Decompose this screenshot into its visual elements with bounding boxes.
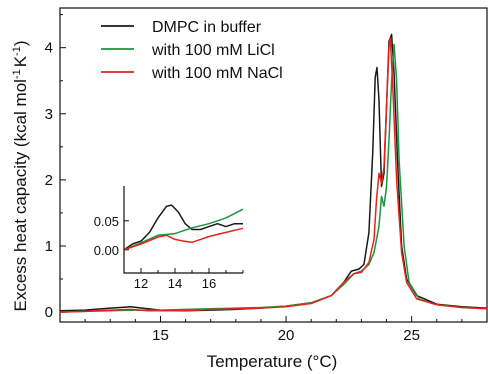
y-axis-label-sup2: -1 (11, 46, 23, 56)
inset-series-line-1 (123, 204, 243, 251)
x-axis-label: Temperature (°C) (207, 352, 338, 371)
y-tick-label: 4 (45, 40, 53, 57)
y-axis-label-main: Excess heat capacity (kcal mol (11, 79, 30, 311)
legend-label-1: DMPC in buffer (152, 19, 262, 36)
inset-axis-ticks: 12 14 16 0.00 0.05 (94, 214, 244, 291)
y-tick-label: 3 (45, 106, 53, 123)
x-tick-label: 20 (278, 327, 295, 344)
series-line-3 (59, 36, 488, 313)
y-axis-label-sup1: -1 (11, 69, 23, 79)
legend: DMPC in buffer with 100 mM LiCl with 100 m… (101, 19, 283, 82)
inset-series-lines (123, 204, 244, 251)
inset-series-line-2 (123, 208, 244, 251)
inset-y-tick-label: 0.00 (94, 243, 119, 258)
y-axis-label-mid: K (11, 55, 30, 67)
inset-y-tick-label: 0.05 (94, 214, 119, 229)
main-series-lines (59, 33, 488, 313)
main-plot-frame (59, 7, 488, 323)
legend-label-2: with 100 mM LiCl (151, 42, 275, 59)
y-axis-label-end: ) (11, 41, 30, 47)
x-tick-label: 15 (152, 327, 169, 344)
inset-x-tick-label: 16 (202, 276, 216, 291)
series-line-2 (59, 43, 488, 313)
inset-plot: 12 14 16 0.00 0.05 (69, 182, 246, 293)
y-axis-label: Excess heat capacity (kcal mol-1K-1) (11, 41, 30, 312)
y-tick-label: 2 (45, 172, 53, 189)
inset-series-line-3 (123, 227, 244, 251)
legend-label-3: with 100 mM NaCl (151, 65, 283, 82)
x-tick-label: 25 (403, 327, 420, 344)
inset-x-tick-label: 12 (134, 276, 148, 291)
y-tick-label: 1 (45, 238, 53, 255)
y-tick-label: 0 (45, 304, 53, 321)
inset-axes (123, 186, 243, 274)
inset-x-tick-label: 14 (168, 276, 182, 291)
